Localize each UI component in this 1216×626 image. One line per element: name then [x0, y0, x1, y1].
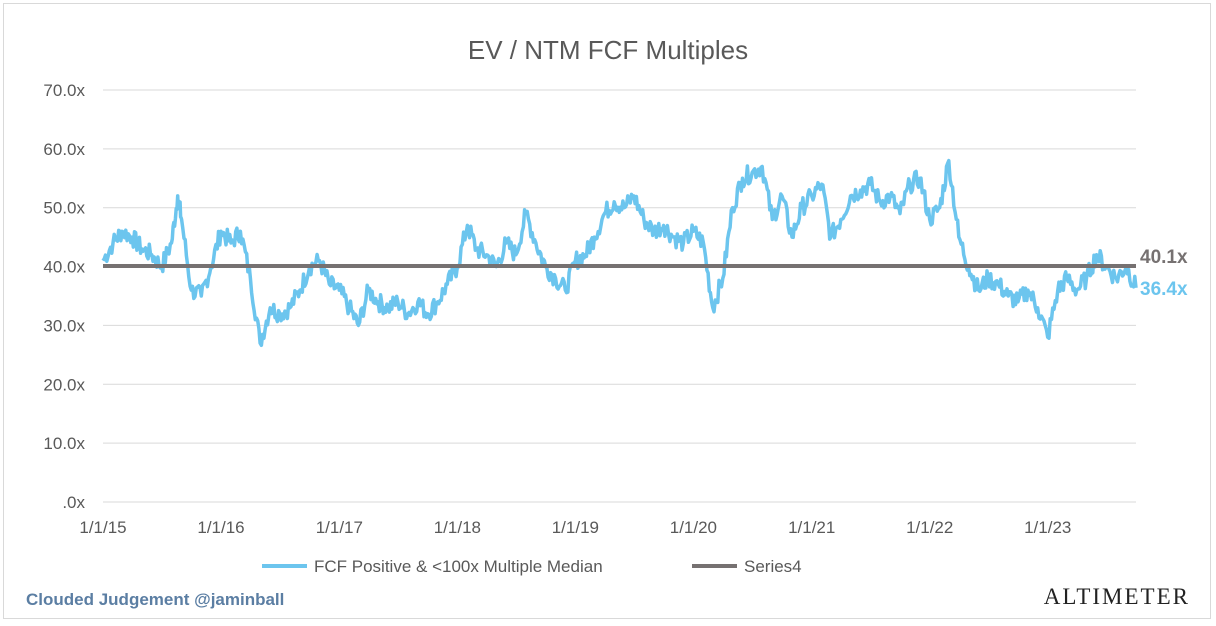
y-tick-label: 30.0x: [43, 316, 85, 335]
chart: EV / NTM FCF Multiples .0x 10.0x 20.0x 30.0…: [43, 35, 1188, 576]
chart-frame: EV / NTM FCF Multiples .0x 10.0x 20.0x 30.0…: [3, 3, 1211, 619]
x-tick-label: 1/1/18: [434, 518, 481, 537]
y-tick-labels: .0x 10.0x 20.0x 30.0x 40.0x 50.0x 60.0x 70.0x: [43, 81, 85, 512]
x-tick-label: 1/1/16: [197, 518, 244, 537]
y-tick-label: .0x: [62, 493, 85, 512]
y-tick-label: 50.0x: [43, 199, 85, 218]
x-tick-label: 1/1/23: [1024, 518, 1071, 537]
x-tick-label: 1/1/22: [906, 518, 953, 537]
end-label: 36.4x: [1140, 279, 1188, 300]
x-tick-labels: 1/1/15 1/1/16 1/1/17 1/1/18 1/1/19 1/1/20 1/1/…: [79, 518, 1071, 537]
x-tick-label: 1/1/19: [552, 518, 599, 537]
legend: FCF Positive & <100x Multiple Median Seri…: [262, 557, 802, 576]
x-tick-label: 1/1/20: [670, 518, 717, 537]
series-line: [101, 158, 1138, 348]
legend-label: FCF Positive & <100x Multiple Median: [314, 557, 603, 576]
y-tick-label: 60.0x: [43, 140, 85, 159]
y-tick-label: 10.0x: [43, 434, 85, 453]
end-label: 40.1x: [1140, 247, 1188, 268]
y-tick-label: 20.0x: [43, 375, 85, 394]
y-tick-label: 40.0x: [43, 258, 85, 277]
grid-layer: [103, 89, 1136, 503]
x-tick-label: 1/1/21: [788, 518, 835, 537]
y-tick-label: 70.0x: [43, 81, 85, 100]
x-tick-label: 1/1/15: [79, 518, 126, 537]
legend-label: Series4: [744, 557, 802, 576]
x-tick-label: 1/1/17: [316, 518, 363, 537]
end-labels: 36.4x 40.1x: [1140, 247, 1188, 300]
altimeter-logo: ALTIMETER: [1043, 584, 1190, 609]
series-layer: [101, 158, 1138, 348]
chart-title: EV / NTM FCF Multiples: [468, 35, 748, 65]
footer-credit: Clouded Judgement @jaminball: [26, 590, 285, 609]
